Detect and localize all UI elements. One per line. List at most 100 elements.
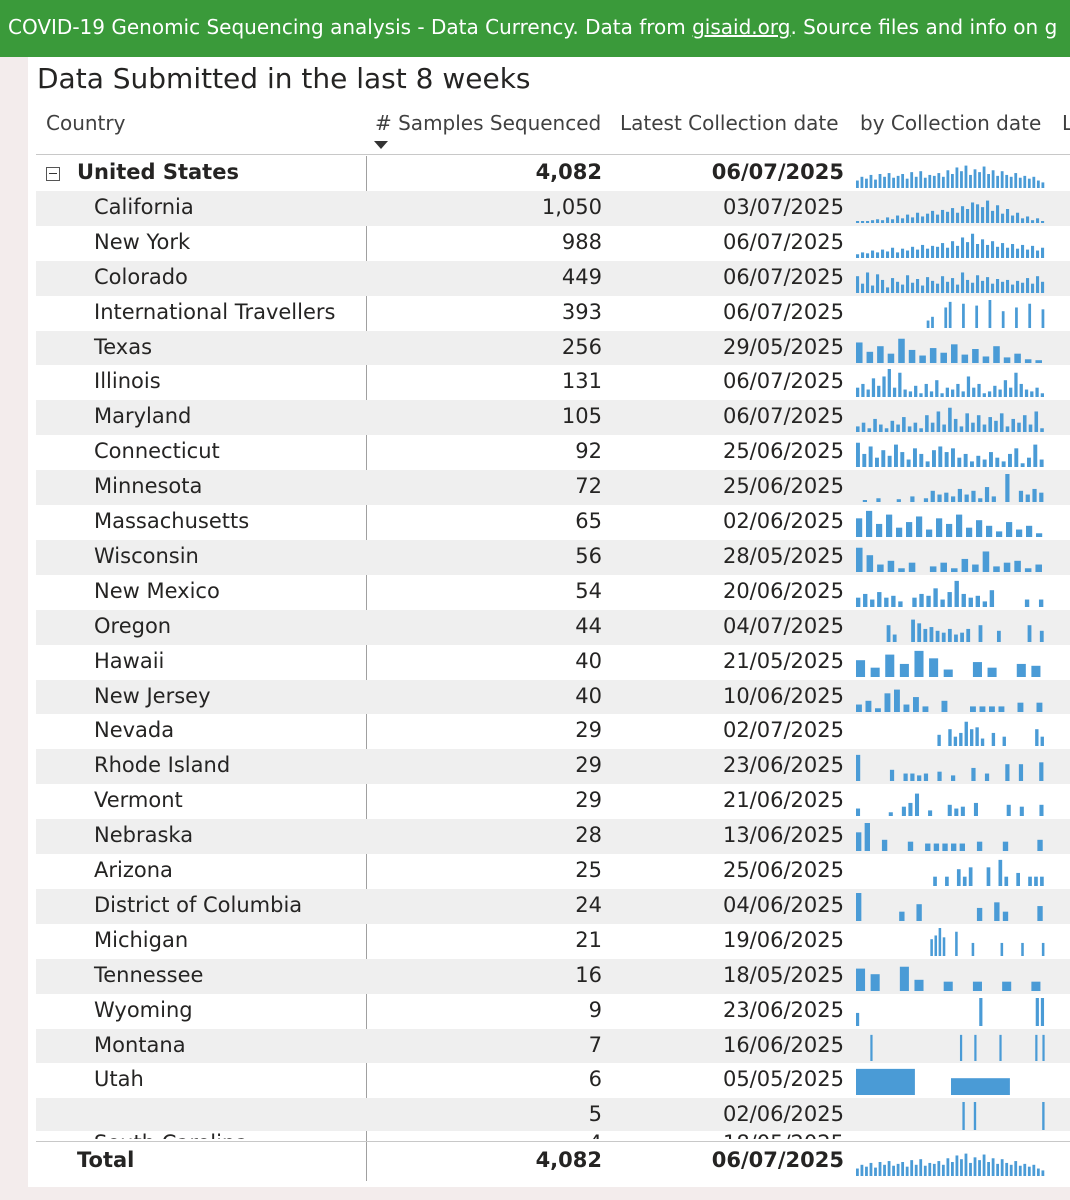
column-header-next[interactable]: L bbox=[1062, 111, 1070, 135]
sparkline-bar bbox=[976, 455, 981, 468]
column-header-country[interactable]: Country bbox=[46, 111, 126, 135]
sparkline-bar bbox=[892, 1165, 895, 1176]
sparkline-bar bbox=[877, 345, 884, 363]
region-row[interactable]: Rhode Island 29 23/06/2025 bbox=[36, 749, 1070, 785]
sparkline-bar bbox=[870, 599, 875, 607]
region-row[interactable]: Arizona 25 25/06/2025 bbox=[36, 854, 1070, 889]
collapse-icon[interactable] bbox=[46, 167, 60, 181]
sparkline-bar bbox=[926, 320, 930, 328]
sparkline-bar bbox=[1008, 454, 1012, 468]
sparkline-bar bbox=[991, 283, 995, 293]
sparkline-bar bbox=[878, 174, 882, 188]
sparkline-bar bbox=[913, 696, 919, 712]
region-row[interactable]: Nevada 29 02/07/2025 bbox=[36, 714, 1070, 749]
column-header-latest-date[interactable]: Latest Collection date bbox=[620, 111, 839, 135]
sparkline-bar bbox=[951, 240, 955, 258]
sparkline-bar bbox=[945, 388, 949, 398]
region-row[interactable]: New Mexico 54 20/06/2025 bbox=[36, 575, 1070, 610]
column-header-samples[interactable]: # Samples Sequenced bbox=[375, 111, 602, 135]
row-samples: 7 bbox=[588, 1032, 602, 1057]
sparkline-bar bbox=[864, 823, 870, 852]
sparkline-bar bbox=[888, 812, 893, 817]
region-row[interactable]: Maryland 105 06/07/2025 bbox=[36, 400, 1070, 436]
row-sparkline bbox=[856, 200, 1045, 223]
region-row[interactable]: Illinois 131 06/07/2025 bbox=[36, 365, 1070, 400]
sparkline-bar bbox=[901, 174, 905, 188]
sparkline-bar bbox=[866, 555, 874, 572]
sparkline-bar bbox=[943, 981, 953, 991]
region-row[interactable]: Texas 256 29/05/2025 bbox=[36, 330, 1070, 366]
partial-row: South Carolina 4 18/05/2025 bbox=[36, 1131, 1070, 1139]
sparkline-bar bbox=[946, 523, 953, 537]
row-latest-date: 05/05/2025 bbox=[722, 1067, 844, 1092]
region-row[interactable]: Vermont 29 21/06/2025 bbox=[36, 784, 1070, 819]
sparkline-bar bbox=[882, 376, 886, 398]
sparkline-bar bbox=[866, 272, 870, 293]
region-row[interactable]: New York 988 06/07/2025 bbox=[36, 226, 1070, 261]
sparkline-bar bbox=[906, 214, 910, 223]
sparkline-bar bbox=[982, 459, 987, 468]
sparkline-bar bbox=[921, 244, 925, 258]
row-name: Massachusetts bbox=[94, 509, 250, 533]
sparkline-bar bbox=[856, 442, 860, 468]
sparkline-bar bbox=[938, 446, 943, 468]
sort-descending-icon[interactable] bbox=[374, 141, 388, 149]
sparkline-bar bbox=[932, 1163, 936, 1176]
sparkline-bar bbox=[941, 632, 946, 642]
sparkline-bar bbox=[933, 588, 938, 607]
sparkline-bar bbox=[1042, 1034, 1045, 1061]
region-row[interactable]: International Travellers 393 06/07/2025 bbox=[36, 296, 1070, 331]
gisaid-link[interactable]: gisaid.org bbox=[692, 15, 791, 39]
row-name: Colorado bbox=[94, 264, 188, 289]
sparkline-bar bbox=[982, 601, 988, 607]
sparkline-bar bbox=[966, 241, 970, 258]
sparkline-bar bbox=[856, 254, 860, 258]
region-row[interactable]: Oregon 44 04/07/2025 bbox=[36, 609, 1070, 645]
sparkline-bar bbox=[964, 165, 968, 188]
sparkline-bar bbox=[962, 876, 967, 886]
row-name: Utah bbox=[94, 1067, 144, 1092]
sparkline-bar bbox=[1036, 533, 1043, 537]
column-header-by-collection-date[interactable]: by Collection date bbox=[860, 111, 1042, 135]
row-sparkline bbox=[937, 722, 1044, 747]
region-row[interactable]: Utah 6 05/05/2025 bbox=[36, 1063, 1070, 1098]
region-row[interactable]: New Jersey 40 10/06/2025 bbox=[36, 679, 1070, 715]
region-row[interactable]: Tennessee 16 18/05/2025 bbox=[36, 958, 1070, 994]
sparkline-bar bbox=[1021, 942, 1024, 956]
sparkline-bar bbox=[942, 937, 946, 956]
region-row[interactable]: Wisconsin 56 28/05/2025 bbox=[36, 539, 1070, 575]
region-row[interactable]: California 1,050 03/07/2025 bbox=[36, 190, 1070, 226]
sparkline-bar bbox=[1024, 568, 1032, 572]
sparkline-bar bbox=[1030, 391, 1034, 398]
sparkline-bar bbox=[892, 177, 895, 188]
sparkline-bar bbox=[903, 389, 907, 398]
sparkline-bar bbox=[995, 457, 1000, 468]
sparkline-bar bbox=[914, 793, 920, 817]
sparkline-bar bbox=[1023, 1163, 1027, 1176]
sparkline-bar bbox=[1041, 308, 1045, 328]
sparkline-bar bbox=[1005, 474, 1010, 503]
sparkline-bar bbox=[866, 220, 870, 223]
region-row[interactable]: Nebraska 28 13/06/2025 bbox=[36, 819, 1070, 854]
sparkline-bar bbox=[999, 1034, 1002, 1061]
sparkline-bar bbox=[856, 1069, 915, 1096]
sparkline-bar bbox=[898, 373, 902, 398]
row-sparkline bbox=[886, 619, 1044, 642]
region-row[interactable]: District of Columbia 24 04/06/2025 bbox=[36, 888, 1070, 924]
region-row[interactable]: Colorado 449 06/07/2025 bbox=[36, 260, 1070, 296]
region-row[interactable]: Minnesota 72 25/06/2025 bbox=[36, 470, 1070, 505]
sparkline-bar bbox=[934, 935, 938, 956]
region-row[interactable]: Montana 7 16/06/2025 bbox=[36, 1028, 1070, 1064]
region-row[interactable]: Massachusetts 65 02/06/2025 bbox=[36, 505, 1070, 540]
region-row[interactable]: Connecticut 92 25/06/2025 bbox=[36, 435, 1070, 470]
sparkline-bar bbox=[866, 389, 870, 398]
region-row[interactable]: 5 02/06/2025 bbox=[36, 1098, 1070, 1131]
sparkline-bar bbox=[876, 219, 880, 223]
sparkline-bar bbox=[976, 415, 981, 433]
region-row[interactable]: Wyoming 9 23/06/2025 bbox=[36, 994, 1070, 1029]
country-row[interactable]: United States 4,082 06/07/2025 bbox=[36, 156, 1070, 191]
region-row[interactable]: Michigan 21 19/06/2025 bbox=[36, 924, 1070, 959]
sparkline-bar bbox=[1018, 490, 1024, 503]
sparkline-bar bbox=[907, 841, 914, 852]
region-row[interactable]: Hawaii 40 21/05/2025 bbox=[36, 645, 1070, 680]
